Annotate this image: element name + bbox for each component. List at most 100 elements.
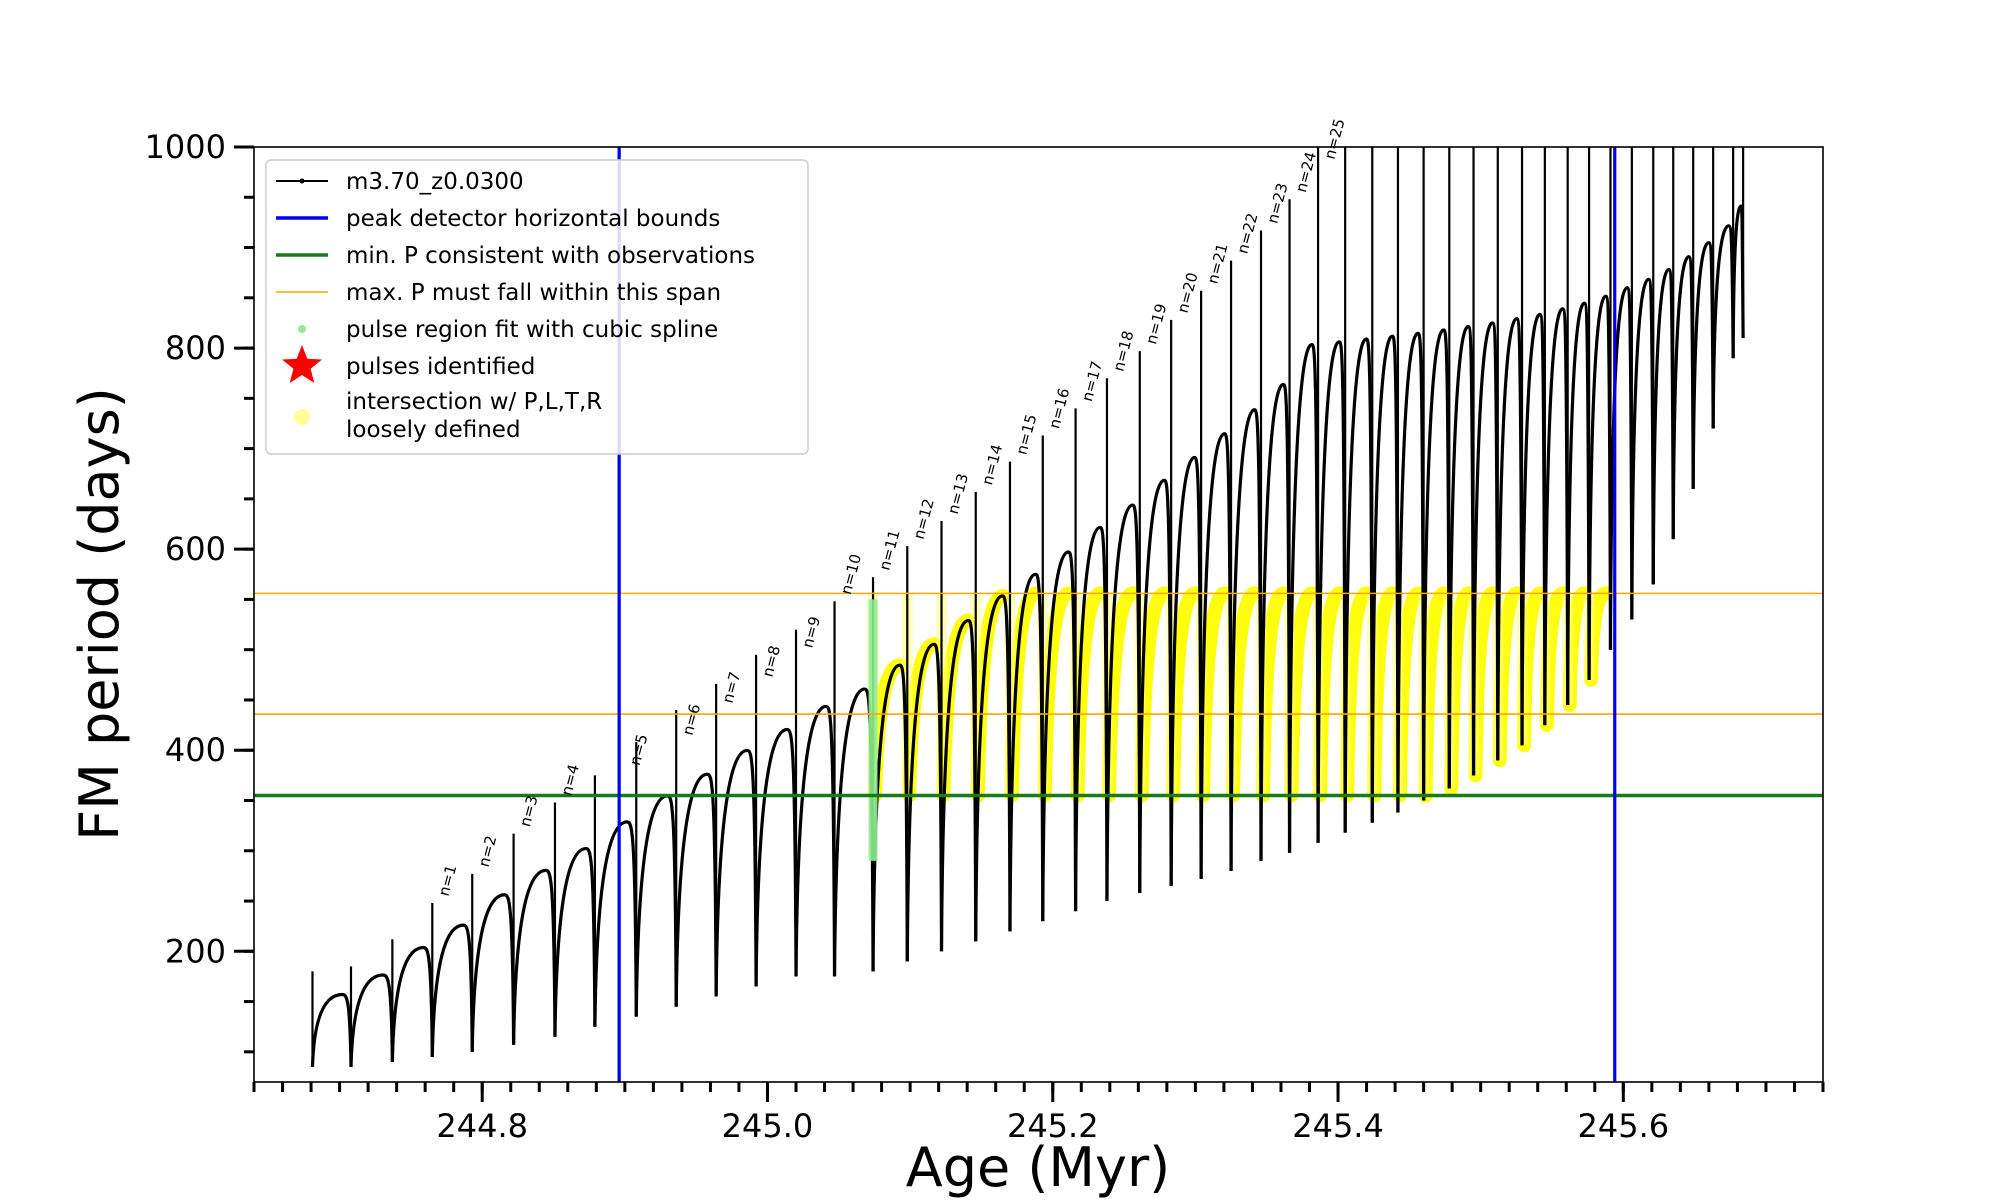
x-tick-label: 244.8: [436, 1107, 528, 1145]
pulse-number-label: n=22: [1234, 211, 1262, 255]
pulse-arc: [1316, 340, 1347, 843]
y-tick-label: 600: [165, 530, 226, 568]
pulse-arc: [905, 642, 944, 962]
pulse-number-label: n=1: [435, 863, 461, 898]
legend-swatch: [294, 409, 310, 425]
pulse-arc: [1041, 550, 1078, 922]
legend-entry: pulse region fit with cubic spline: [298, 317, 718, 343]
pulse-arc: [430, 923, 474, 1057]
pulse-number-label: n=16: [1045, 386, 1073, 430]
pulse-number-label: n=21: [1204, 241, 1232, 285]
legend-label-line2: loosely defined: [346, 417, 521, 443]
legend-label: pulses identified: [346, 354, 535, 380]
legend-entry: max. P must fall within this span: [276, 280, 721, 306]
pulse-arc: [1691, 241, 1715, 489]
pulse-number-label: n=4: [557, 762, 583, 797]
pulse-arc: [1711, 224, 1735, 429]
pulse-arc: [349, 973, 394, 1067]
legend-label: min. P consistent with observations: [346, 243, 755, 269]
legend-label: max. P must fall within this span: [346, 280, 721, 306]
legend-label: m3.70_z0.0300: [346, 169, 524, 195]
pulse-arc: [754, 727, 798, 987]
pulse-arc: [1630, 277, 1655, 620]
legend-label: peak detector horizontal bounds: [346, 206, 720, 232]
y-axis: 200 400 600 800 1000: [145, 128, 254, 1054]
pulse-series: [310, 147, 1745, 1067]
pulse-arc: [1073, 525, 1109, 912]
y-tick-label: 1000: [145, 128, 226, 166]
pulse-arc: [714, 748, 758, 997]
y-tick-label: 400: [165, 731, 226, 769]
pulse-arc: [974, 594, 1012, 942]
pulse-number-label: n=10: [837, 552, 865, 596]
pulse-number-label: n=19: [1142, 302, 1170, 346]
pulse-arc: [1471, 321, 1500, 776]
pulse-arc: [1731, 204, 1745, 359]
pulse-arc: [871, 663, 909, 972]
pulse-arc: [1259, 382, 1292, 861]
pulse-arc: [1169, 455, 1203, 886]
pulse-arc: [1651, 267, 1675, 585]
pulse-arc: [1543, 307, 1570, 726]
pulse-arc: [1671, 255, 1695, 540]
pulse-number-label: n=14: [978, 442, 1006, 486]
y-tick-label: 200: [165, 932, 226, 970]
pulse-arc: [310, 992, 353, 1067]
pulse-arc: [939, 618, 978, 952]
pulse-arc: [1422, 328, 1451, 801]
pulse-arc: [593, 820, 638, 1027]
legend-swatch: [282, 345, 322, 383]
pulse-number-label: n=5: [626, 732, 652, 767]
legend-entry: m3.70_z0.0300: [276, 169, 524, 195]
pulse-arc: [1370, 334, 1400, 823]
legend-label: intersection w/ P,L,T,R: [346, 389, 602, 415]
x-axis-title: Age (Myr): [906, 1136, 1171, 1199]
pulse-number-label: n=13: [944, 472, 972, 516]
pulse-arc: [674, 772, 718, 1007]
pulse-arc: [1496, 317, 1524, 761]
pulse-arc: [1105, 503, 1142, 902]
pulse-arc: [832, 687, 875, 977]
pulse-arc: [634, 794, 678, 1017]
pulse-number-label: n=20: [1174, 271, 1202, 315]
pulse-arc: [1229, 408, 1263, 871]
pulse-number-label: n=2: [475, 834, 501, 869]
legend-entry: min. P consistent with observations: [276, 243, 755, 269]
x-tick-label: 245.0: [722, 1107, 814, 1145]
pulse-number-label: n=23: [1263, 181, 1291, 225]
legend-box: [265, 159, 809, 455]
pulse-arc: [794, 704, 837, 977]
x-axis: 244.8 245.0 245.2 245.4 245.6: [252, 1082, 1825, 1145]
horizontal-lines: [254, 592, 1823, 798]
pulse-arc: [1138, 478, 1173, 893]
pulse-arc: [1447, 324, 1476, 789]
legend-entry: pulses identified: [282, 345, 535, 383]
pulse-arc: [470, 893, 516, 1052]
pulse-number-label: n=7: [719, 670, 745, 705]
x-tick-label: 245.6: [1578, 1107, 1670, 1145]
pulse-number-label: n=8: [759, 644, 785, 679]
pulse-arc: [1287, 343, 1320, 853]
pulse-arc: [1396, 331, 1426, 813]
pulse-number-label: n=18: [1109, 329, 1137, 373]
legend-marker: [299, 178, 305, 184]
pulse-number-label: n=6: [679, 702, 705, 737]
y-axis-title: FM period (days): [68, 387, 131, 841]
pulse-arc: [553, 846, 597, 1037]
pulse-arc: [390, 945, 434, 1062]
pulse-arc: [1199, 432, 1233, 879]
pulse-number-label: n=24: [1292, 150, 1320, 194]
pulse-arc: [1008, 572, 1045, 932]
legend-swatch: [298, 325, 306, 333]
plot-frame: [253, 146, 1824, 1083]
y-tick-label: 800: [165, 329, 226, 367]
pulse-arc: [1343, 337, 1374, 833]
legend-entry: peak detector horizontal bounds: [276, 206, 720, 232]
pulse-number-label: n=17: [1078, 359, 1106, 403]
pulse-arc: [511, 868, 557, 1045]
pulse-number-label: n=15: [1012, 412, 1040, 456]
pulse-number-label: n=3: [516, 793, 542, 828]
